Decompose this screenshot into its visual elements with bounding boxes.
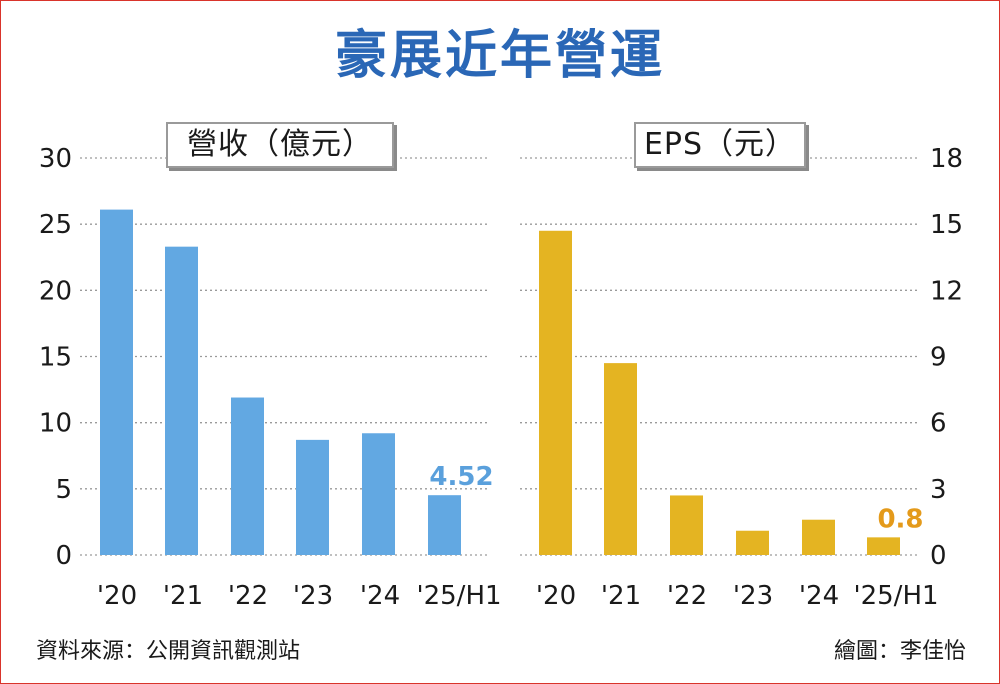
revenue-bar [296,439,329,555]
revenue-y-tick-label: 20 [39,276,72,306]
revenue-chart-label: 營收（億元） [166,122,394,168]
eps-y-tick-label: 6 [930,409,947,439]
revenue-y-tick-label: 0 [55,541,72,571]
eps-bar [802,519,835,555]
credit-note: 繪圖：李佳怡 [833,639,966,664]
eps-y-tick-label: 15 [930,210,963,240]
revenue-x-tick-label: '20 [97,581,137,611]
eps-x-tick-label: '22 [667,581,707,611]
revenue-x-tick-label: '25/H1 [416,581,501,611]
eps-bar [867,537,900,555]
eps-panel: 0 3 6 9 12 15 18 '20 '21 '22 '23 '24 '25/H1 0.8 [520,144,963,611]
eps-x-tick-label: '21 [601,581,641,611]
eps-y-tick-label: 18 [930,144,963,174]
eps-y-tick-label: 0 [930,541,947,571]
eps-y-tick-label: 12 [930,276,963,306]
eps-x-tick-label: '20 [536,581,576,611]
revenue-x-tick-label: '24 [360,581,400,611]
eps-y-tick-label: 3 [930,475,947,505]
revenue-y-tick-label: 10 [39,409,72,439]
revenue-bar [428,495,461,555]
revenue-y-tick-label: 5 [55,475,72,505]
eps-bar [670,495,703,555]
revenue-x-tick-label: '22 [228,581,268,611]
revenue-bar [362,433,395,555]
eps-x-tick-label: '24 [799,581,839,611]
revenue-bar [100,209,133,556]
source-note: 資料來源：公開資訊觀測站 [36,639,301,664]
revenue-x-tick-label: '23 [293,581,333,611]
eps-bar [539,230,572,556]
eps-data-label: 0.8 [877,504,923,534]
revenue-y-tick-label: 15 [39,343,72,373]
chart-title: 豪展近年營運 [334,26,665,86]
revenue-bar [231,397,264,555]
revenue-data-label: 4.52 [429,462,493,492]
revenue-y-tick-label: 30 [39,144,72,174]
eps-y-tick-label: 9 [930,343,947,373]
revenue-bar [165,246,198,555]
revenue-x-tick-label: '21 [163,581,203,611]
revenue-y-tick-label: 25 [39,210,72,240]
revenue-panel: 0 5 10 15 20 25 30 '20 '21 '22 '23 '24 '25/H1 4.52 [39,144,502,611]
eps-x-tick-label: '23 [733,581,773,611]
eps-bar [604,363,637,555]
eps-x-tick-label: '25/H1 [853,581,938,611]
eps-bar [736,530,769,555]
eps-chart-label: EPS（元） [634,122,806,168]
